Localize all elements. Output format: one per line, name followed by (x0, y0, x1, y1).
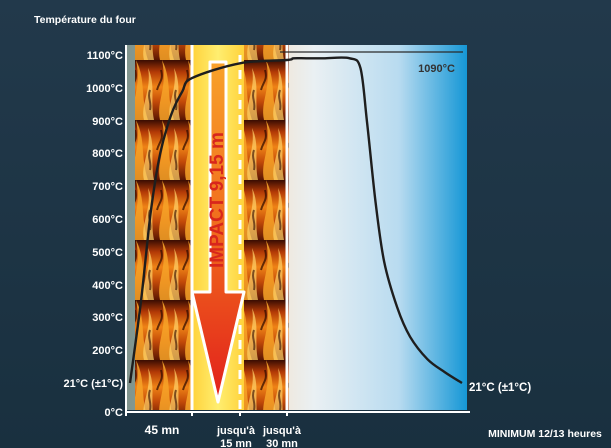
y-tick-label: 600°C (92, 214, 123, 226)
y-tick-label: 0°C (105, 407, 124, 419)
y-tick-labels: 1100°C 1000°C 900°C 800°C 700°C 600°C 500°C 400… (64, 50, 124, 419)
temperature-curve (128, 56, 463, 385)
y-tick-label: 1000°C (86, 83, 123, 95)
peak-label: 1090°C (418, 63, 455, 75)
y-tick-label: 700°C (92, 181, 123, 193)
y-tick-label: 200°C (92, 345, 123, 357)
y-tick-label: 800°C (92, 148, 123, 160)
y-tick-label: 1100°C (87, 50, 123, 62)
x-label-minimum: MINIMUM 12/13 heures (488, 428, 602, 440)
y-tick-label: 400°C (92, 280, 123, 292)
fire-zone-1 (135, 45, 192, 410)
x-label-15mn: jusqu'à 15 mn (216, 425, 256, 448)
final-temp-label: 21°C (±1°C) (469, 382, 531, 394)
x-label-30mn: jusqu'à 30 mn (262, 425, 302, 448)
y-tick-label: 900°C (92, 116, 123, 128)
left-edge-band (127, 45, 135, 410)
y-tick-label: 300°C (92, 312, 123, 324)
y-tick-label: 500°C (92, 247, 123, 259)
y-tick-label: 21°C (±1°C) (64, 378, 124, 390)
impact-label: IMPACT 9,15 m (207, 132, 228, 268)
fire-zone-2 (244, 45, 289, 410)
x-label-45mn: 45 mn (145, 423, 180, 437)
chart-title: Température du four (34, 14, 136, 26)
impact-arrow (190, 60, 246, 404)
